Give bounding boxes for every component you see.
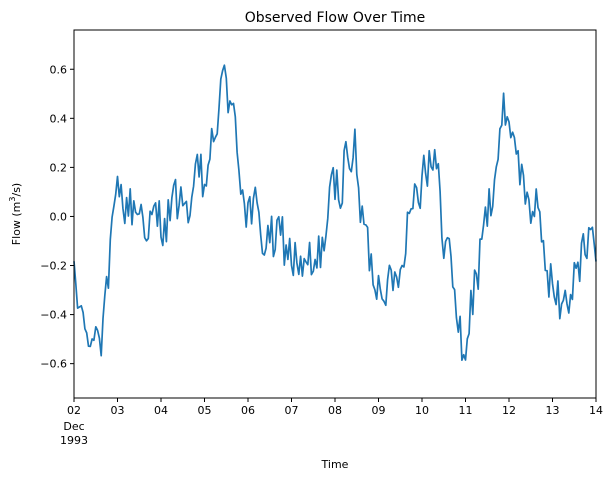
x-tick-label: 14 — [589, 404, 603, 417]
x-tick-label: 07 — [285, 404, 299, 417]
y-tick-label: 0.4 — [50, 112, 68, 125]
y-tick-label: 0.6 — [50, 63, 68, 76]
x-tick-sublabel: Dec — [63, 420, 84, 433]
x-tick-label: 09 — [372, 404, 386, 417]
x-tick-label: 02 — [67, 404, 81, 417]
x-tick-label: 06 — [241, 404, 255, 417]
y-tick-label: −0.4 — [40, 309, 67, 322]
y-tick-label: 0.0 — [50, 210, 68, 223]
x-tick-label: 04 — [154, 404, 168, 417]
y-axis: −0.6 −0.4 −0.2 0.0 0.2 0.4 0.6 — [40, 63, 74, 371]
chart-title: Observed Flow Over Time — [245, 10, 426, 26]
y-axis-label-tail: /s) — [10, 183, 23, 197]
y-axis-label-main: Flow (m — [10, 202, 23, 246]
x-tick-label: 13 — [546, 404, 560, 417]
y-tick-label: −0.6 — [40, 358, 67, 371]
x-tick-label: 08 — [328, 404, 342, 417]
x-tick-sublabel: 1993 — [60, 434, 88, 447]
x-tick-label: 10 — [415, 404, 429, 417]
x-tick-label: 11 — [459, 404, 473, 417]
y-tick-label: 0.2 — [50, 161, 68, 174]
x-axis-label: Time — [321, 458, 349, 471]
x-tick-label: 03 — [111, 404, 125, 417]
y-axis-label-superscript: 3 — [8, 197, 17, 202]
x-tick-label: 12 — [502, 404, 516, 417]
flow-series-line — [73, 64, 597, 362]
y-tick-label: −0.2 — [40, 260, 67, 273]
axes-frame — [73, 29, 597, 399]
x-tick-label: 05 — [198, 404, 212, 417]
y-axis-label: Flow (m3/s) — [8, 183, 23, 245]
plot-area — [73, 64, 597, 362]
